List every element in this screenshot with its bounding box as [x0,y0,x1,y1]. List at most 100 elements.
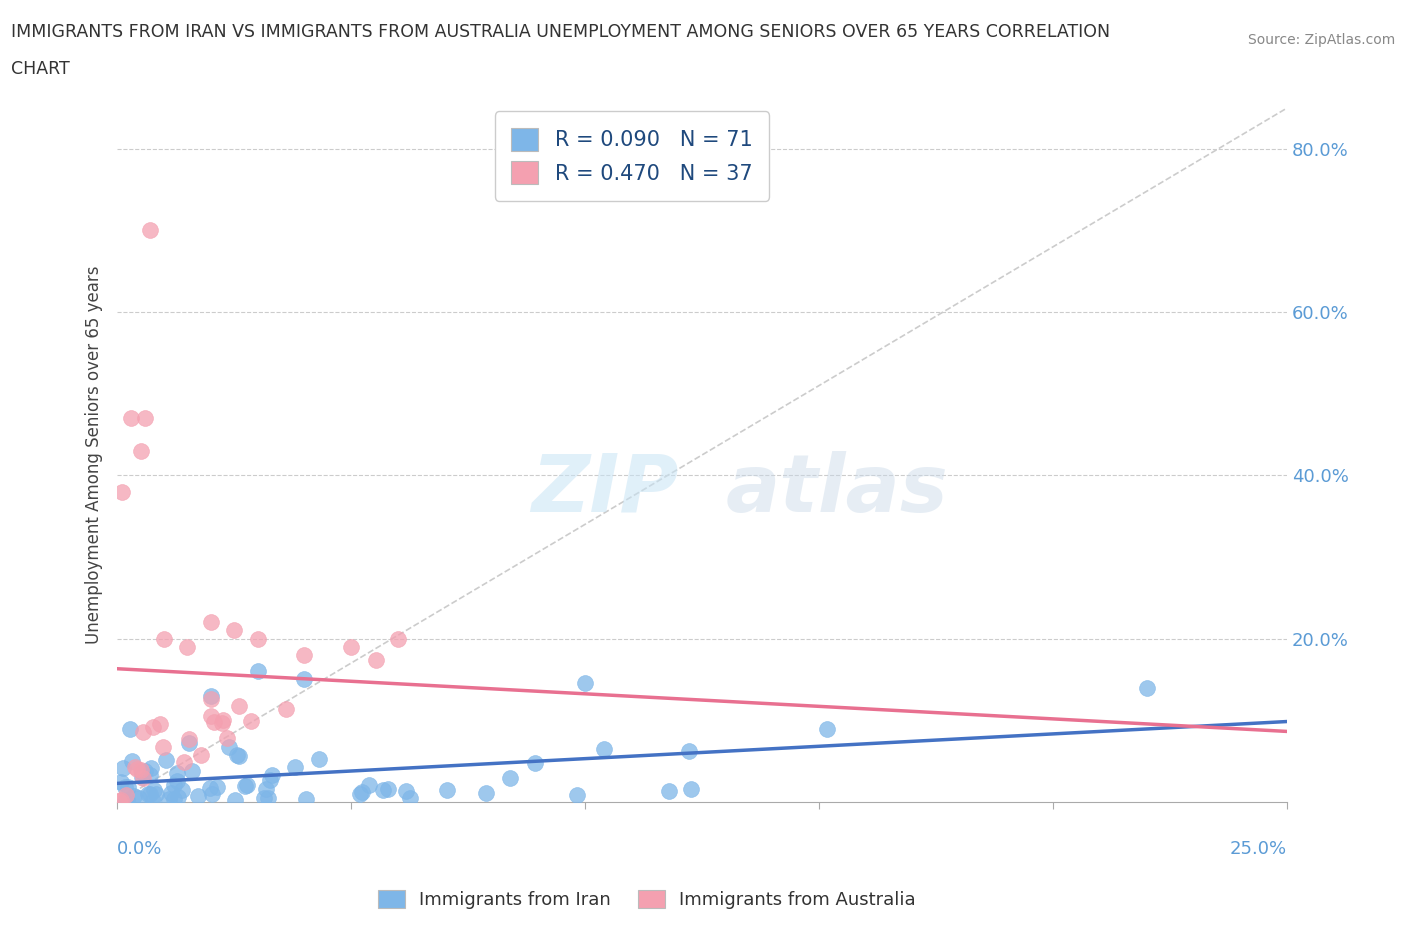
Point [120,411,142,426]
Point [256,790,278,805]
Point [110,792,132,807]
Point [200,615,222,630]
Point [129,444,152,458]
Point [359,777,381,792]
Point [565,788,588,803]
Point [114,779,136,794]
Point [142,720,165,735]
Point [131,765,153,780]
Point [246,631,269,646]
Point [218,739,240,754]
Point [170,783,193,798]
Point [129,763,152,777]
Point [125,762,148,777]
Point [593,741,616,756]
Point [574,676,596,691]
Point [284,760,307,775]
Text: ZIP: ZIP [531,451,679,528]
Point [349,787,371,802]
Point [350,784,373,799]
Point [181,764,204,778]
Point [139,786,162,801]
Point [173,755,195,770]
Point [114,793,136,808]
Point [167,790,190,804]
Point [240,714,263,729]
Point [364,653,387,668]
Point [262,767,284,782]
Point [131,769,153,784]
Point [162,791,184,806]
Text: IMMIGRANTS FROM IRAN VS IMMIGRANTS FROM AUSTRALIA UNEMPLOYMENT AMONG SENIORS OVE: IMMIGRANTS FROM IRAN VS IMMIGRANTS FROM … [11,23,1111,41]
Point [110,775,132,790]
Point [117,779,139,794]
Point [217,731,239,746]
Point [152,740,174,755]
Point [118,722,141,737]
Point [658,784,681,799]
Point [139,761,162,776]
Point [398,790,420,805]
Point [475,786,498,801]
Point [371,783,394,798]
Point [198,780,221,795]
Point [134,411,156,426]
Point [190,748,212,763]
Point [815,721,838,736]
Point [200,688,222,703]
Point [292,672,315,687]
Point [377,781,399,796]
Y-axis label: Unemployment Among Seniors over 65 years: Unemployment Among Seniors over 65 years [86,266,103,644]
Point [340,639,363,654]
Point [395,783,418,798]
Point [295,791,318,806]
Point [679,781,702,796]
Point [111,761,134,776]
Point [179,736,201,751]
Point [212,712,235,727]
Point [131,771,153,786]
Point [211,715,233,730]
Point [157,791,180,806]
Point [160,786,183,801]
Point [274,702,297,717]
Point [436,782,458,797]
Legend: Immigrants from Iran, Immigrants from Australia: Immigrants from Iran, Immigrants from Au… [370,883,924,916]
Text: 25.0%: 25.0% [1230,840,1286,858]
Point [228,698,250,713]
Point [259,773,281,788]
Point [499,770,522,785]
Point [163,777,186,792]
Point [142,783,165,798]
Point [678,743,700,758]
Point [292,647,315,662]
Point [253,790,276,805]
Point [202,715,225,730]
Point [200,692,222,707]
Point [187,789,209,804]
Point [122,789,145,804]
Legend: R = 0.090   N = 71, R = 0.470   N = 37: R = 0.090 N = 71, R = 0.470 N = 37 [495,112,769,201]
Point [139,767,162,782]
Point [205,779,228,794]
Point [124,759,146,774]
Text: Source: ZipAtlas.com: Source: ZipAtlas.com [1247,33,1395,46]
Point [224,623,246,638]
Point [224,792,246,807]
Point [236,777,259,792]
Point [132,724,155,739]
Point [111,485,134,499]
Point [523,756,546,771]
Text: 0.0%: 0.0% [117,840,163,858]
Text: atlas: atlas [725,451,948,528]
Point [115,788,138,803]
Point [139,223,162,238]
Point [387,631,409,646]
Point [200,708,222,723]
Point [136,787,159,802]
Point [155,752,177,767]
Point [177,732,200,747]
Point [228,749,250,764]
Point [226,748,249,763]
Point [153,631,176,646]
